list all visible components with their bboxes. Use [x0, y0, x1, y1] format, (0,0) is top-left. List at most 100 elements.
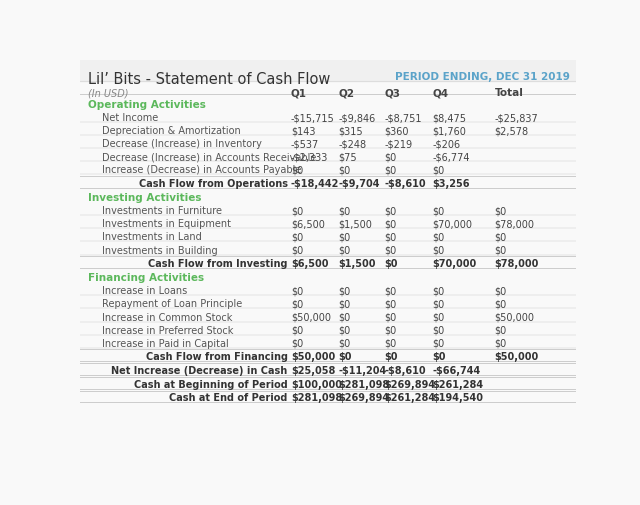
Text: -$18,442: -$18,442: [291, 178, 339, 188]
Text: $0: $0: [385, 286, 397, 296]
Text: $0: $0: [433, 206, 445, 216]
Text: $0: $0: [495, 338, 507, 348]
Text: $6,500: $6,500: [291, 219, 324, 229]
Text: $315: $315: [338, 126, 363, 136]
Text: $281,098: $281,098: [291, 392, 342, 402]
Text: $25,058: $25,058: [291, 365, 335, 375]
Text: $0: $0: [338, 245, 350, 255]
Text: $0: $0: [433, 165, 445, 175]
Text: Cash Flow from Financing: Cash Flow from Financing: [146, 351, 288, 361]
Text: Repayment of Loan Principle: Repayment of Loan Principle: [102, 299, 242, 309]
Text: $281,098: $281,098: [338, 379, 389, 389]
Text: $0: $0: [385, 206, 397, 216]
Text: $0: $0: [291, 232, 303, 242]
Text: $0: $0: [291, 299, 303, 309]
Text: $0: $0: [433, 351, 446, 361]
Text: $0: $0: [433, 338, 445, 348]
Text: Q4: Q4: [433, 88, 449, 98]
Text: $1,500: $1,500: [338, 258, 376, 268]
Text: $0: $0: [433, 325, 445, 335]
Text: Investments in Building: Investments in Building: [102, 245, 218, 255]
Text: $50,000: $50,000: [495, 312, 534, 322]
Text: $194,540: $194,540: [433, 392, 484, 402]
Text: $0: $0: [385, 245, 397, 255]
Text: -$537: -$537: [291, 139, 319, 149]
Text: $0: $0: [291, 286, 303, 296]
Text: $0: $0: [385, 232, 397, 242]
Text: Decrease (Increase) in Accounts Receivable: Decrease (Increase) in Accounts Receivab…: [102, 152, 316, 162]
Text: Investments in Land: Investments in Land: [102, 232, 202, 242]
Text: Operating Activities: Operating Activities: [88, 100, 205, 110]
Text: $261,284: $261,284: [433, 379, 484, 389]
Text: Increase in Loans: Increase in Loans: [102, 286, 187, 296]
Text: $1,760: $1,760: [433, 126, 467, 136]
Text: $269,894: $269,894: [338, 392, 389, 402]
Text: $0: $0: [338, 165, 350, 175]
Text: Investing Activities: Investing Activities: [88, 193, 201, 203]
Text: $0: $0: [495, 245, 507, 255]
Text: $0: $0: [433, 232, 445, 242]
Text: $0: $0: [433, 299, 445, 309]
Text: Net Income: Net Income: [102, 113, 158, 123]
Text: $0: $0: [338, 312, 350, 322]
Text: $0: $0: [495, 286, 507, 296]
Text: $0: $0: [291, 338, 303, 348]
Text: Decrease (Increase) in Inventory: Decrease (Increase) in Inventory: [102, 139, 262, 149]
Text: $0: $0: [385, 219, 397, 229]
Text: $3,256: $3,256: [433, 178, 470, 188]
Text: -$66,744: -$66,744: [433, 365, 481, 375]
Text: $0: $0: [338, 232, 350, 242]
Text: $75: $75: [338, 152, 356, 162]
Text: Cash at End of Period: Cash at End of Period: [170, 392, 288, 402]
Text: Investments in Equipment: Investments in Equipment: [102, 219, 230, 229]
Text: $50,000: $50,000: [291, 312, 331, 322]
Text: -$8,610: -$8,610: [385, 178, 426, 188]
Text: Increase (Decrease) in Accounts Payable: Increase (Decrease) in Accounts Payable: [102, 165, 301, 175]
Text: -$11,204: -$11,204: [338, 365, 387, 375]
Text: -$9,704: -$9,704: [338, 178, 380, 188]
Text: Depreciation & Amortization: Depreciation & Amortization: [102, 126, 241, 136]
Text: $50,000: $50,000: [291, 351, 335, 361]
Text: Investments in Furniture: Investments in Furniture: [102, 206, 221, 216]
Text: $0: $0: [433, 245, 445, 255]
Text: $261,284: $261,284: [385, 392, 436, 402]
Text: $0: $0: [291, 206, 303, 216]
Text: Financing Activities: Financing Activities: [88, 273, 204, 283]
Text: $6,500: $6,500: [291, 258, 328, 268]
Text: $0: $0: [385, 338, 397, 348]
Text: Cash Flow from Operations: Cash Flow from Operations: [139, 178, 288, 188]
Text: $0: $0: [495, 325, 507, 335]
Text: Net Increase (Decrease) in Cash: Net Increase (Decrease) in Cash: [111, 365, 288, 375]
Text: -$9,846: -$9,846: [338, 113, 375, 123]
Text: -$206: -$206: [433, 139, 461, 149]
Text: $0: $0: [495, 299, 507, 309]
Text: $0: $0: [385, 351, 398, 361]
Text: $360: $360: [385, 126, 409, 136]
Text: $0: $0: [433, 312, 445, 322]
Text: $143: $143: [291, 126, 316, 136]
Text: $50,000: $50,000: [495, 351, 539, 361]
Text: $2,578: $2,578: [495, 126, 529, 136]
Text: Q1: Q1: [291, 88, 307, 98]
Text: $0: $0: [338, 206, 350, 216]
Text: Q2: Q2: [338, 88, 354, 98]
Text: $0: $0: [433, 286, 445, 296]
Text: Total: Total: [495, 88, 524, 98]
Text: $0: $0: [495, 206, 507, 216]
Text: $0: $0: [495, 232, 507, 242]
Text: Increase in Paid in Capital: Increase in Paid in Capital: [102, 338, 228, 348]
Text: -$6,774: -$6,774: [433, 152, 470, 162]
Text: $100,000: $100,000: [291, 379, 342, 389]
Text: Cash at Beginning of Period: Cash at Beginning of Period: [134, 379, 288, 389]
Text: $269,894: $269,894: [385, 379, 436, 389]
Bar: [80, 61, 576, 82]
Text: Increase in Preferred Stock: Increase in Preferred Stock: [102, 325, 233, 335]
Text: -$25,837: -$25,837: [495, 113, 538, 123]
Text: $0: $0: [385, 312, 397, 322]
Text: $0: $0: [291, 325, 303, 335]
Text: $0: $0: [385, 152, 397, 162]
Text: $0: $0: [338, 338, 350, 348]
Text: $0: $0: [338, 325, 350, 335]
Text: -$219: -$219: [385, 139, 413, 149]
Text: Increase in Common Stock: Increase in Common Stock: [102, 312, 232, 322]
